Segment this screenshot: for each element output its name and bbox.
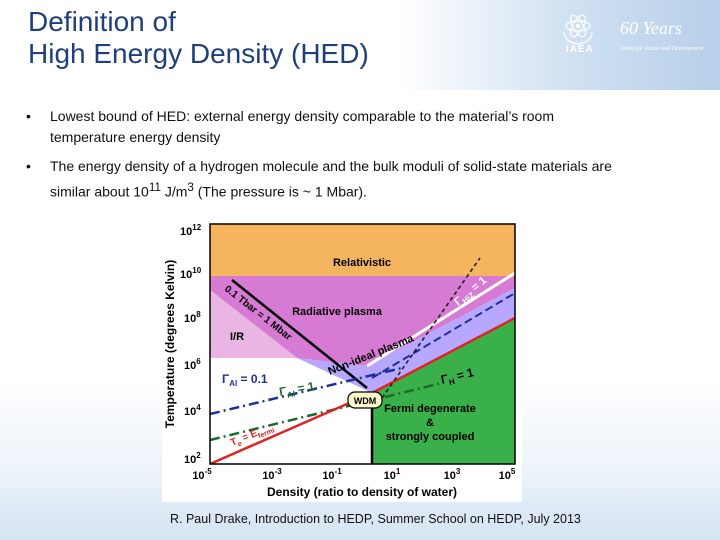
y-tick-base: 10 [184, 406, 196, 418]
g-al1-value: = 1 [293, 379, 316, 396]
bullet-icon: • [26, 158, 31, 174]
bullet-list: • Lowest bound of HED: external energy d… [26, 106, 706, 211]
x-tick-1e-5: 10-5 [192, 467, 212, 482]
g-h-sub: H [448, 377, 456, 387]
region-relativistic [210, 224, 515, 276]
bullet-2-line-2-mid: J/m [160, 183, 188, 200]
label-fermi-1: Fermi degenerate [384, 403, 476, 415]
g-al01-gamma: Γ [222, 372, 230, 386]
x-tick-base: 10 [262, 470, 274, 482]
boundary-ghiz [366, 271, 515, 368]
y-tick-1e12: 1012 [180, 223, 202, 238]
x-tick-exp: -5 [205, 467, 213, 476]
bullet-2-sup-2: 3 [187, 181, 194, 194]
x-tick-base: 10 [444, 470, 456, 482]
y-tick-base: 10 [180, 226, 192, 238]
x-tick-1e-3: 10-3 [262, 467, 282, 482]
bullet-2-line-2-post: (The pressure is ~ 1 Mbar). [193, 183, 367, 200]
x-tick-1e-1: 10-1 [322, 467, 342, 482]
y-tick-1e4: 104 [184, 403, 201, 418]
y-tick-1e6: 106 [184, 357, 201, 372]
y-tick-exp: 2 [196, 451, 201, 460]
x-tick-exp: 1 [396, 467, 401, 476]
label-fermi-2: & [426, 417, 434, 429]
y-tick-exp: 12 [192, 223, 201, 232]
boundary-ghiz-dash [371, 292, 515, 379]
x-tick-exp: 5 [511, 467, 516, 476]
hed-phase-diagram: Relativistic Radiative plasma I/R Non-id… [162, 218, 522, 502]
label-ir: I/R [230, 331, 244, 343]
region-nonideal [297, 288, 515, 393]
g-al1-gamma: Γ [278, 384, 288, 399]
y-axis-label: Temperature (degrees Kelvin) [163, 260, 177, 429]
g-al1-sub: Al [286, 389, 295, 399]
x-tick-1e1: 101 [384, 467, 401, 482]
label-fermi-3: strongly coupled [386, 431, 475, 443]
label-wdm: WDM [354, 396, 377, 406]
bullet-item: • The energy density of a hydrogen molec… [26, 156, 706, 203]
x-tick-1e3: 103 [444, 467, 461, 482]
x-tick-base: 10 [384, 470, 396, 482]
header-band [0, 0, 720, 90]
label-radiative: Radiative plasma [292, 306, 383, 318]
region-fermi [372, 318, 515, 464]
bullet-1-line-2: temperature energy density [50, 129, 221, 145]
label-g-h: ΓH = 1 [439, 365, 476, 389]
g-al01-sub: Al [229, 379, 237, 388]
title-line-2: High Energy Density (HED) [28, 38, 369, 69]
iaea-atom-emblem-icon [563, 14, 593, 45]
y-tick-base: 10 [184, 313, 196, 325]
boundary-gal01 [210, 366, 403, 416]
plot-frame [209, 223, 516, 465]
bullet-2-line-1: The energy density of a hydrogen molecul… [50, 158, 612, 174]
y-tick-exp: 10 [192, 266, 201, 275]
citation: R. Paul Drake, Introduction to HEDP, Sum… [170, 512, 581, 526]
boundary-gh [381, 257, 481, 399]
region-ir [210, 290, 297, 358]
title-line-1: Definition of [28, 6, 176, 37]
g-al01-value: = 0.1 [237, 372, 268, 386]
slide-title: Definition of High Energy Density (HED) [28, 6, 369, 70]
te-t: T [229, 436, 239, 448]
y-tick-1e10: 1010 [180, 266, 202, 281]
y-tick-exp: 8 [196, 310, 201, 319]
x-tick-base: 10 [192, 470, 204, 482]
x-tick-base: 10 [322, 470, 334, 482]
bullet-1-line-1: Lowest bound of HED: external energy den… [50, 108, 555, 124]
x-axis-label: Density (ratio to density of water) [267, 485, 457, 499]
bullet-icon: • [26, 108, 31, 124]
label-relativistic: Relativistic [333, 257, 391, 269]
x-tick-exp: 3 [456, 467, 461, 476]
y-tick-1e2: 102 [184, 451, 201, 466]
x-tick-1e5: 105 [499, 467, 516, 482]
y-tick-base: 10 [184, 360, 196, 372]
g-h-gamma: Γ [439, 371, 450, 387]
bullet-2-line-2-pre: similar about 10 [50, 183, 149, 200]
bullet-2-sup-1: 11 [148, 181, 161, 194]
logo-years: 60 Years [620, 18, 682, 38]
bullet-item: • Lowest bound of HED: external energy d… [26, 106, 706, 148]
y-tick-base: 10 [184, 454, 196, 466]
y-tick-1e8: 108 [184, 310, 201, 325]
boundary-te-efermi [210, 391, 373, 464]
boundary-tbar [231, 279, 368, 389]
y-tick-exp: 4 [196, 403, 201, 412]
x-tick-exp: -1 [335, 467, 343, 476]
x-tick-exp: -3 [275, 467, 283, 476]
label-g-al1: ΓAl = 1 [278, 379, 316, 401]
te-sub-e: e [237, 440, 243, 448]
logo-tagline: Atoms for Peace and Development [620, 46, 704, 52]
label-g-al01: ΓAl = 0.1 [222, 372, 268, 388]
g-h-value: = 1 [452, 365, 475, 384]
wdm-badge [347, 391, 383, 409]
y-tick-base: 10 [180, 269, 192, 281]
region-radiative [210, 276, 515, 366]
x-tick-base: 10 [499, 470, 511, 482]
logo-org: IAEA [566, 44, 594, 55]
y-tick-exp: 6 [196, 357, 201, 366]
boundary-nonideal-red [371, 316, 515, 395]
